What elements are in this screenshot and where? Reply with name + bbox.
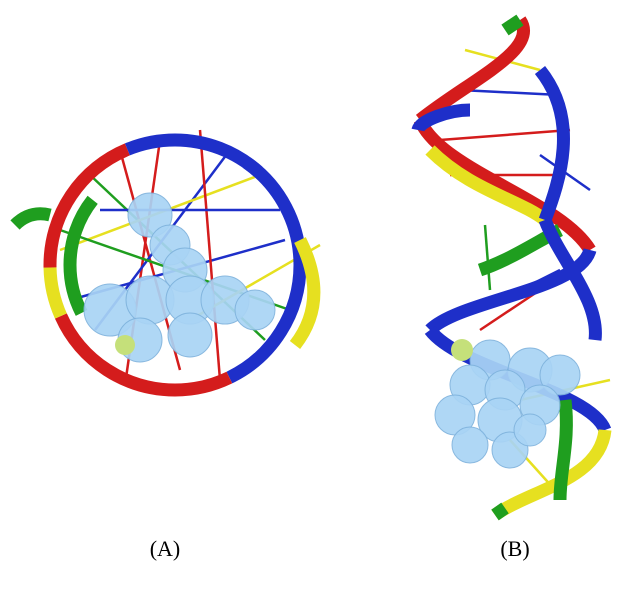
- panel-b-structure: [411, 14, 612, 521]
- halogen-atom: [115, 335, 135, 355]
- panel-label: (B): [500, 536, 529, 561]
- ring: [10, 133, 321, 397]
- ligand: [434, 339, 581, 469]
- ligand: [83, 192, 276, 363]
- halogen-atom: [451, 339, 473, 361]
- panel-a-structure: [10, 129, 321, 397]
- panel-label: (A): [150, 536, 181, 561]
